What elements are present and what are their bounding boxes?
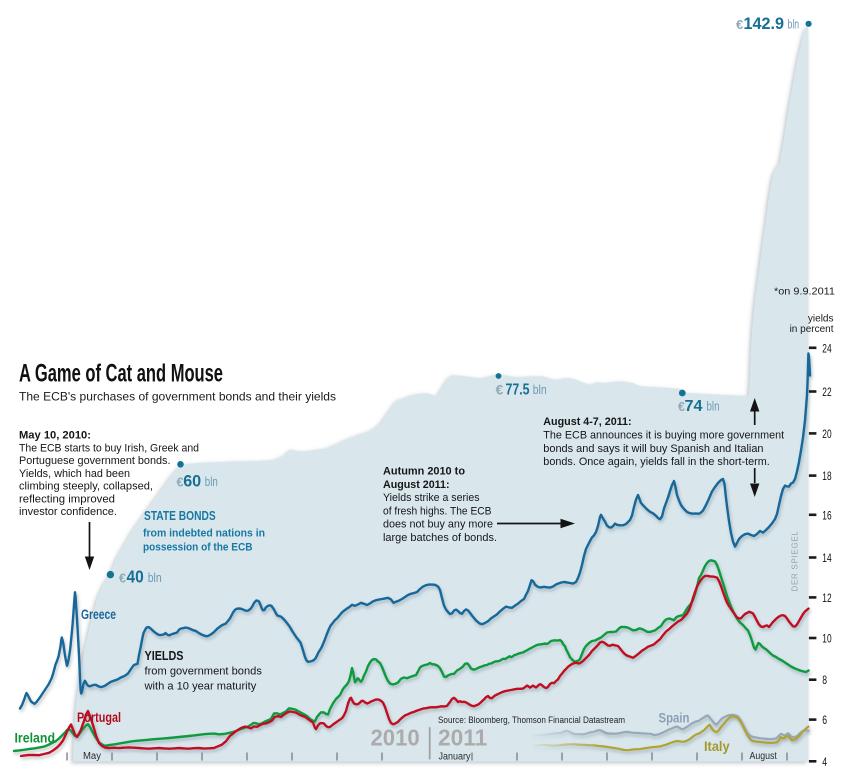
svg-text:Portuguese government bonds.: Portuguese government bonds.	[19, 455, 171, 467]
svg-text:YIELDS: YIELDS	[145, 649, 184, 663]
svg-text:142.9: 142.9	[744, 14, 785, 33]
svg-text:14: 14	[822, 551, 832, 565]
svg-text:40: 40	[127, 567, 144, 587]
svg-text:bln: bln	[788, 18, 800, 32]
svg-text:The ECB announces it is buying: The ECB announces it is buying more gove…	[543, 429, 784, 441]
svg-text:The ECB starts to buy Irish, G: The ECB starts to buy Irish, Greek and	[19, 442, 199, 454]
svg-text:The ECB's purchases of governm: The ECB's purchases of government bonds …	[19, 390, 336, 404]
svg-text:€: €	[678, 400, 685, 414]
svg-text:large batches of bonds.: large batches of bonds.	[383, 532, 497, 544]
svg-text:Greece: Greece	[81, 607, 116, 622]
svg-text:climbing steeply, collapsed,: climbing steeply, collapsed,	[19, 481, 153, 493]
svg-text:Yields, which had been: Yields, which had been	[19, 468, 130, 480]
svg-text:bonds. Once again, yields fall: bonds. Once again, yields fall in the sh…	[543, 456, 770, 468]
svg-text:STATE BONDS: STATE BONDS	[144, 508, 216, 523]
svg-text:Source: Bloomberg, Thomson Fin: Source: Bloomberg, Thomson Financial Dat…	[438, 715, 625, 725]
svg-text:12: 12	[822, 591, 832, 605]
svg-text:20: 20	[822, 427, 832, 441]
svg-text:with a 10 year maturity: with a 10 year maturity	[143, 680, 256, 692]
svg-text:€: €	[177, 475, 184, 489]
svg-text:bonds and says it will buy Spa: bonds and says it will buy Spanish and I…	[543, 443, 763, 455]
svg-text:24: 24	[822, 341, 832, 355]
svg-text:bln: bln	[148, 571, 162, 585]
svg-text:August 4-7, 2011:: August 4-7, 2011:	[543, 416, 631, 428]
svg-text:August 2011:: August 2011:	[383, 479, 450, 491]
svg-text:May 10, 2010:: May 10, 2010:	[19, 430, 91, 442]
svg-text:6: 6	[822, 713, 827, 727]
svg-text:Yields strike a series: Yields strike a series	[383, 492, 480, 504]
svg-text:bln: bln	[205, 475, 218, 489]
svg-text:from government bonds: from government bonds	[145, 666, 263, 678]
svg-text:Autumn 2010 to: Autumn 2010 to	[383, 466, 465, 478]
svg-text:74: 74	[685, 398, 703, 415]
svg-text:77.5: 77.5	[506, 382, 530, 399]
svg-text:€: €	[736, 17, 743, 32]
svg-text:22: 22	[822, 385, 832, 399]
svg-text:in percent: in percent	[790, 324, 834, 335]
svg-text:May: May	[83, 751, 101, 762]
svg-text:Spain: Spain	[659, 711, 690, 726]
svg-text:€: €	[119, 572, 126, 586]
svg-text:Portugal: Portugal	[77, 710, 121, 725]
svg-text:€: €	[496, 383, 504, 398]
svg-text:bln: bln	[707, 399, 720, 413]
svg-text:of fresh highs. The ECB: of fresh highs. The ECB	[383, 505, 492, 517]
svg-text:16: 16	[822, 508, 832, 522]
svg-text:from indebted nations in: from indebted nations in	[143, 528, 265, 540]
svg-text:yields: yields	[808, 314, 834, 325]
svg-text:investor confidence.: investor confidence.	[19, 506, 117, 518]
svg-text:60: 60	[183, 471, 201, 490]
svg-text:reflecting improved: reflecting improved	[19, 493, 115, 505]
svg-text:August: August	[750, 751, 777, 762]
svg-text:possession of the ECB: possession of the ECB	[143, 542, 253, 554]
svg-text:does not buy any more: does not buy any more	[383, 519, 493, 531]
svg-text:bln: bln	[533, 383, 547, 397]
svg-text:2011: 2011	[438, 725, 487, 751]
svg-text:A Game of Cat and Mouse: A Game of Cat and Mouse	[19, 360, 223, 388]
svg-text:2010: 2010	[371, 725, 420, 751]
svg-text:18: 18	[822, 469, 832, 483]
svg-text:4: 4	[822, 755, 827, 769]
svg-text:Italy: Italy	[704, 739, 730, 754]
svg-text:DER SPIEGEL: DER SPIEGEL	[791, 530, 800, 591]
svg-text:10: 10	[822, 632, 832, 646]
svg-text:January: January	[439, 752, 471, 763]
svg-text:Ireland: Ireland	[15, 731, 56, 746]
svg-text:*on 9.9.2011: *on 9.9.2011	[774, 287, 835, 298]
svg-text:8: 8	[822, 673, 827, 687]
